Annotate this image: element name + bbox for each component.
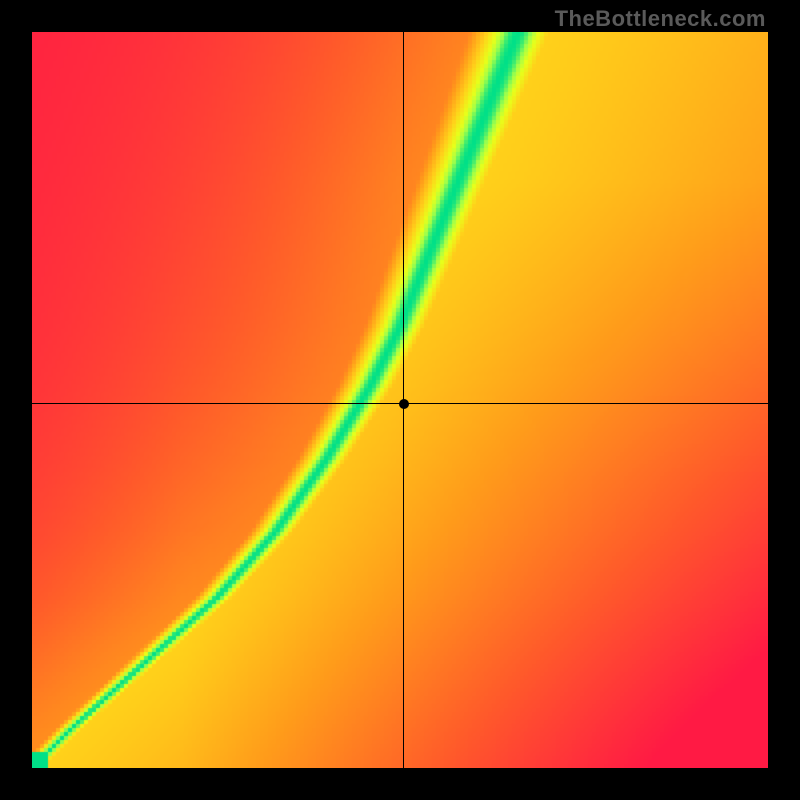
crosshair-center-dot bbox=[399, 399, 409, 409]
watermark-text: TheBottleneck.com bbox=[555, 6, 766, 32]
